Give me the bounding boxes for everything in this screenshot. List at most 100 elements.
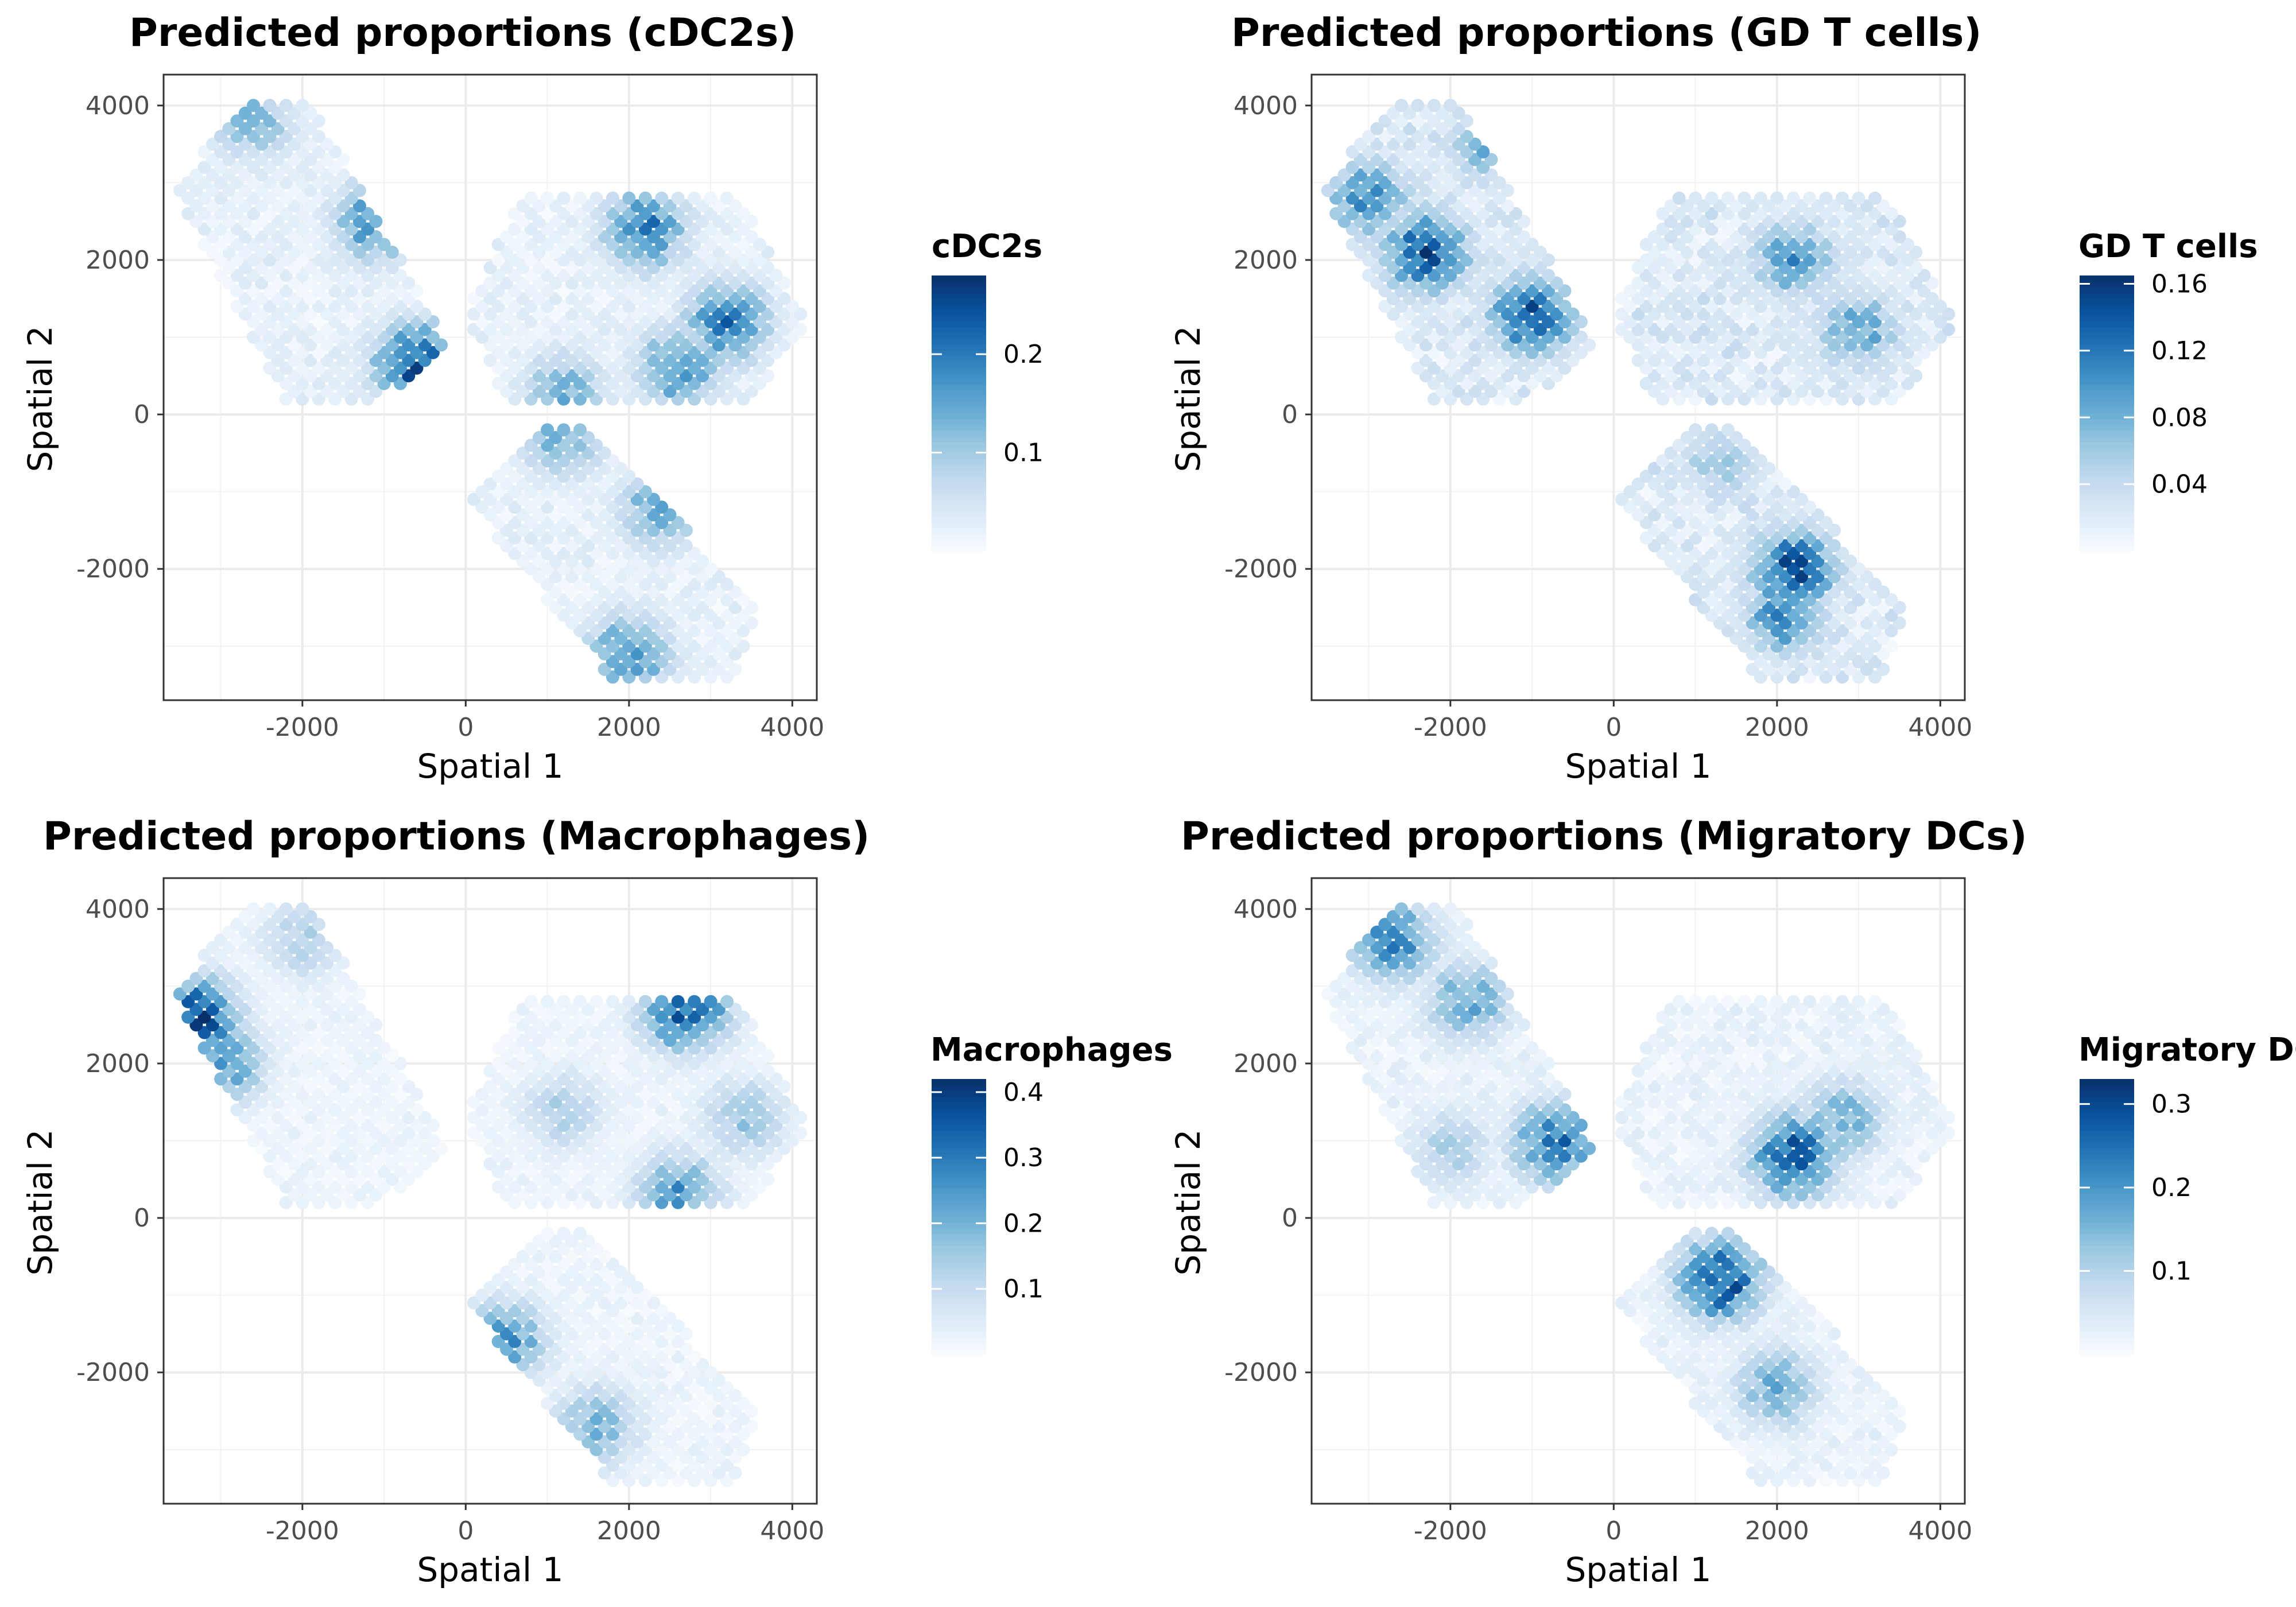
colorbar-segment: [932, 511, 986, 517]
spot-point: [655, 995, 669, 1008]
colorbar-segment: [932, 482, 986, 488]
x-tick-label: 4000: [760, 713, 824, 742]
colorbar-segment: [932, 522, 986, 529]
colorbar-segment: [932, 390, 986, 397]
colorbar-segment: [932, 350, 986, 356]
colorbar-segment: [2080, 396, 2134, 402]
colorbar-segment: [932, 1349, 986, 1355]
colorbar-segment: [932, 1142, 986, 1148]
colorbar-segment: [932, 1200, 986, 1206]
spot-point: [1721, 995, 1735, 1008]
spot-point: [247, 99, 260, 112]
colorbar-segment: [2080, 327, 2134, 333]
spot-point: [279, 902, 293, 916]
spot-point: [1705, 995, 1719, 1008]
y-axis-title: Spatial 2: [1169, 325, 1208, 472]
spot-point: [761, 246, 775, 259]
colorbar-segment: [932, 430, 986, 437]
spot-point: [296, 99, 309, 112]
colorbar-segment: [932, 327, 986, 333]
colorbar-segment: [932, 1108, 986, 1114]
colorbar-segment: [932, 293, 986, 299]
colorbar-segment: [932, 287, 986, 293]
spot-point: [467, 323, 480, 336]
colorbar-segment: [932, 344, 986, 351]
colorbar-segment: [2080, 275, 2134, 282]
colorbar-segment: [2080, 442, 2134, 448]
spot-point: [173, 184, 187, 197]
colorbar-segment: [932, 517, 986, 523]
colorbar-segment: [932, 425, 986, 431]
y-tick-label: 4000: [86, 91, 150, 121]
colorbar-segment: [2080, 539, 2134, 546]
colorbar-segment: [2080, 385, 2134, 391]
colorbar-segment: [932, 488, 986, 494]
colorbar-segment: [2080, 430, 2134, 437]
panel-4: Predicted proportions (Migratory DCs)-20…: [1169, 814, 2296, 1589]
colorbar-segment: [932, 1148, 986, 1154]
colorbar-segment: [932, 1119, 986, 1125]
spot-point: [1411, 361, 1425, 375]
colorbar-segment: [932, 402, 986, 408]
spot-point: [598, 446, 611, 460]
spot-point: [728, 585, 742, 599]
spot-point: [491, 376, 505, 390]
panel-border: [162, 73, 818, 701]
colorbar-segment: [932, 1228, 986, 1235]
spot-point: [1746, 446, 1759, 460]
colorbar-segment: [2080, 545, 2134, 552]
spot-point: [1942, 307, 1956, 321]
colorbar-segment: [932, 1234, 986, 1240]
spot-point: [532, 431, 546, 444]
colorbar-segment: [2080, 482, 2134, 488]
spot-point: [1770, 995, 1784, 1008]
spot-point: [622, 995, 636, 1008]
colorbar-segment: [932, 356, 986, 362]
colorbar-segment: [932, 362, 986, 368]
colorbar-segment: [2080, 476, 2134, 483]
spot-point: [606, 191, 619, 205]
panel-3: Predicted proportions (Macrophages)-2000…: [21, 814, 1173, 1589]
colorbar-segment: [932, 505, 986, 511]
spot-point: [1672, 191, 1686, 205]
spot-point: [1444, 99, 1457, 112]
spot-point: [557, 995, 571, 1008]
x-tick-label: 2000: [1745, 713, 1809, 742]
legend-tick-label: 0.3: [1003, 1143, 1044, 1173]
y-tick-label: 4000: [1234, 91, 1298, 121]
spot-point: [1411, 99, 1425, 112]
colorbar-segment: [932, 1085, 986, 1091]
colorbar-segment: [932, 1102, 986, 1108]
colorbar-segment: [932, 396, 986, 402]
colorbar-segment: [2080, 402, 2134, 408]
spot-point: [1395, 99, 1408, 112]
spot-point: [671, 995, 685, 1008]
spot-point: [1876, 662, 1890, 676]
legend-tick-label: 0.08: [2151, 403, 2208, 432]
colorbar-segment: [932, 499, 986, 506]
panel-title: Predicted proportions (Migratory DCs): [1181, 814, 2027, 859]
colorbar-segment: [932, 413, 986, 420]
colorbar-segment: [932, 1211, 986, 1217]
spot-point: [263, 99, 277, 112]
spot-point: [728, 199, 742, 213]
spot-point: [1737, 995, 1751, 1008]
colorbar-segment: [932, 436, 986, 442]
colorbar-segment: [932, 316, 986, 322]
spot-point: [688, 995, 701, 1008]
spot-point: [573, 191, 587, 205]
spot-point: [1680, 431, 1694, 444]
x-axis-title: Spatial 1: [417, 1550, 563, 1589]
colorbar-segment: [932, 1297, 986, 1303]
spot-point: [573, 1226, 587, 1240]
colorbar-segment: [932, 321, 986, 328]
colorbar-segment: [2080, 522, 2134, 529]
x-tick-label: 0: [1605, 713, 1622, 742]
x-tick-label: -2000: [1414, 713, 1487, 742]
spot-point: [1689, 191, 1702, 205]
colorbar-segment: [2080, 373, 2134, 379]
colorbar-segment: [2080, 425, 2134, 431]
legend-tick-label: 0.1: [1003, 1275, 1044, 1304]
y-tick-label: -2000: [76, 554, 150, 584]
